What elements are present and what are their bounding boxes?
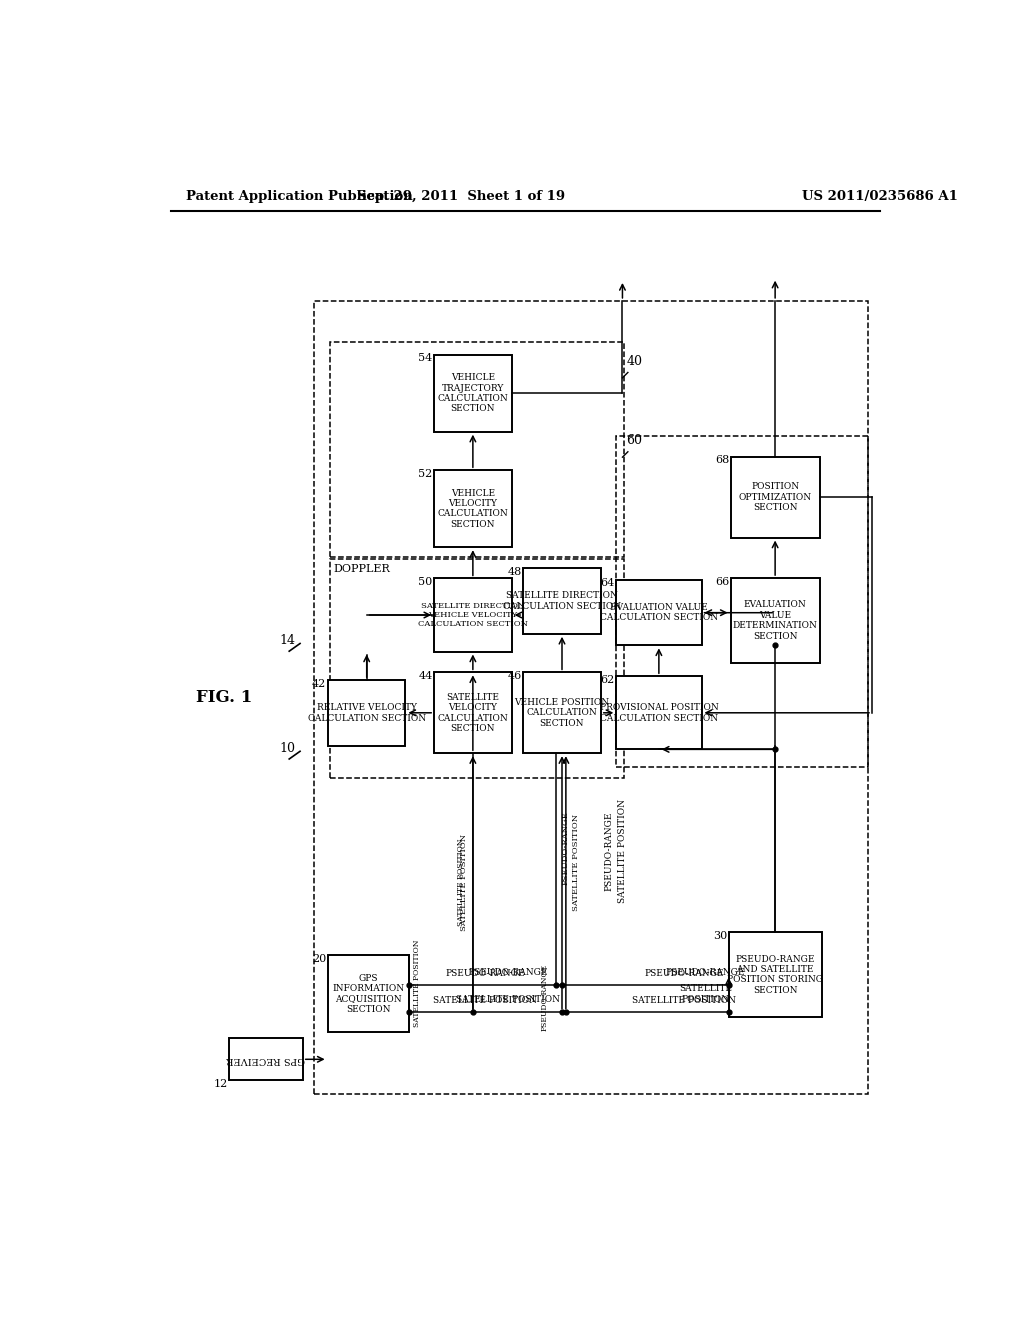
Bar xyxy=(523,569,601,634)
Text: 66: 66 xyxy=(715,577,729,586)
Text: PSEUDO-RANGE: PSEUDO-RANGE xyxy=(562,812,570,886)
Text: 12: 12 xyxy=(213,1078,227,1089)
Text: Patent Application Publication: Patent Application Publication xyxy=(186,190,413,203)
Text: 52: 52 xyxy=(419,469,432,479)
Text: SATELLITE POSITION: SATELLITE POSITION xyxy=(572,813,580,911)
Bar xyxy=(434,578,512,652)
Text: SATELLITE DIRECTION
VEHICLE VELOCITY
CALCULATION SECTION: SATELLITE DIRECTION VEHICLE VELOCITY CAL… xyxy=(418,602,528,628)
Text: PSEUDO-RANGE: PSEUDO-RANGE xyxy=(445,969,525,978)
Text: 42: 42 xyxy=(312,678,327,689)
Text: GPS
INFORMATION
ACQUISITION
SECTION: GPS INFORMATION ACQUISITION SECTION xyxy=(332,974,404,1014)
Bar xyxy=(616,676,701,750)
Text: EVALUATION VALUE
CALCULATION SECTION: EVALUATION VALUE CALCULATION SECTION xyxy=(600,603,718,623)
Bar xyxy=(523,672,601,754)
Text: 62: 62 xyxy=(600,675,614,685)
Bar xyxy=(434,355,512,432)
Text: SATELLITE POSITION: SATELLITE POSITION xyxy=(617,800,627,903)
Bar xyxy=(328,680,406,746)
Text: 68: 68 xyxy=(715,455,729,465)
Text: VEHICLE
VELOCITY
CALCULATION
SECTION: VEHICLE VELOCITY CALCULATION SECTION xyxy=(437,488,508,529)
Text: SATELLITE POSITION: SATELLITE POSITION xyxy=(632,997,736,1006)
Text: 50: 50 xyxy=(419,577,432,587)
Bar xyxy=(328,956,409,1032)
Bar xyxy=(330,558,624,779)
Text: PSEUDO-RANGE: PSEUDO-RANGE xyxy=(644,969,724,978)
Text: PSEUDO-RANGE: PSEUDO-RANGE xyxy=(541,964,549,1031)
Bar xyxy=(229,1038,303,1081)
Text: SATELLITE POSITION: SATELLITE POSITION xyxy=(460,834,468,931)
Text: SATELLITE POSITION: SATELLITE POSITION xyxy=(458,838,465,925)
Text: 48: 48 xyxy=(508,566,521,577)
Text: PSEUDO-RANGE: PSEUDO-RANGE xyxy=(604,812,613,891)
Text: 60: 60 xyxy=(627,434,642,447)
Bar xyxy=(616,579,701,645)
Text: SATELLITE DIRECTION
CALCULATION SECTION: SATELLITE DIRECTION CALCULATION SECTION xyxy=(503,591,622,611)
Text: 44: 44 xyxy=(419,671,432,681)
Bar xyxy=(330,342,624,557)
Text: 54: 54 xyxy=(419,354,432,363)
Text: SATELLITE POSITION: SATELLITE POSITION xyxy=(433,997,538,1006)
Text: 30: 30 xyxy=(713,931,727,941)
Text: DOPPLER: DOPPLER xyxy=(334,564,390,574)
Text: GPS RECEIVER: GPS RECEIVER xyxy=(226,1055,305,1064)
Text: POSITION
OPTIMIZATION
SECTION: POSITION OPTIMIZATION SECTION xyxy=(738,482,812,512)
Text: EVALUATION
VALUE
DETERMINATION
SECTION: EVALUATION VALUE DETERMINATION SECTION xyxy=(733,601,817,640)
Text: 10: 10 xyxy=(280,742,295,755)
Text: 40: 40 xyxy=(627,355,642,368)
Bar xyxy=(616,436,868,767)
Bar xyxy=(314,301,868,1094)
Text: PROVISIONAL POSITION
CALCULATION SECTION: PROVISIONAL POSITION CALCULATION SECTION xyxy=(599,704,718,722)
Bar xyxy=(730,457,819,537)
Text: RELATIVE VELOCITY
CALCULATION SECTION: RELATIVE VELOCITY CALCULATION SECTION xyxy=(307,704,426,722)
Text: PSEUDO-RANGE: PSEUDO-RANGE xyxy=(666,968,745,977)
Text: SATELLITE POSITION: SATELLITE POSITION xyxy=(456,995,560,1003)
Bar xyxy=(729,932,821,1016)
Text: FIG. 1: FIG. 1 xyxy=(197,689,253,706)
Text: SATELLITE POSITION: SATELLITE POSITION xyxy=(413,940,421,1027)
Text: PSEUDO-RANGE: PSEUDO-RANGE xyxy=(468,968,548,977)
Text: SATELLITE
VELOCITY
CALCULATION
SECTION: SATELLITE VELOCITY CALCULATION SECTION xyxy=(437,693,508,733)
Bar xyxy=(730,578,819,663)
Text: PSEUDO-RANGE
AND SATELLITE
POSITION STORING
SECTION: PSEUDO-RANGE AND SATELLITE POSITION STOR… xyxy=(727,954,823,995)
Text: Sep. 29, 2011  Sheet 1 of 19: Sep. 29, 2011 Sheet 1 of 19 xyxy=(357,190,565,203)
Bar xyxy=(434,470,512,548)
Bar xyxy=(434,672,512,754)
Text: 64: 64 xyxy=(600,578,614,589)
Text: US 2011/0235686 A1: US 2011/0235686 A1 xyxy=(802,190,958,203)
Text: 46: 46 xyxy=(508,671,521,681)
Text: 20: 20 xyxy=(311,954,326,964)
Text: VEHICLE POSITION
CALCULATION
SECTION: VEHICLE POSITION CALCULATION SECTION xyxy=(514,698,609,727)
Text: 14: 14 xyxy=(280,635,295,647)
Text: SATELLITE
POSITION: SATELLITE POSITION xyxy=(679,985,732,1003)
Text: VEHICLE
TRAJECTORY
CALCULATION
SECTION: VEHICLE TRAJECTORY CALCULATION SECTION xyxy=(437,374,508,413)
